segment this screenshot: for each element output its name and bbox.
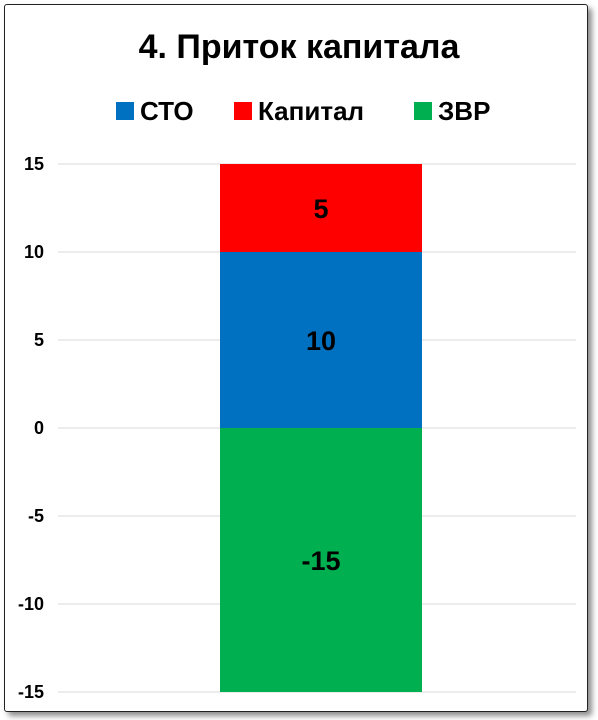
- y-tick-label: -15: [18, 682, 44, 702]
- legend-swatch: [116, 102, 134, 120]
- y-tick-label: 10: [24, 242, 44, 262]
- legend: СТО Капитал ЗВР: [116, 96, 490, 126]
- data-label: 10: [306, 326, 336, 356]
- y-tick-label: 15: [24, 154, 44, 174]
- bar-segment: [220, 252, 422, 428]
- data-labels: -15 10 5: [301, 194, 340, 576]
- legend-label: Капитал: [258, 96, 364, 126]
- legend-label: СТО: [140, 96, 194, 126]
- chart-title: 4. Приток капитала: [139, 28, 461, 66]
- legend-label: ЗВР: [438, 96, 490, 126]
- y-tick-label: 0: [34, 418, 44, 438]
- data-label: -15: [301, 546, 340, 576]
- data-label: 5: [313, 194, 328, 224]
- bar-segment: [220, 428, 422, 692]
- y-tick-label: -5: [28, 506, 44, 526]
- bar-stack: [220, 164, 422, 692]
- legend-swatch: [234, 102, 252, 120]
- legend-swatch: [414, 102, 432, 120]
- y-axis-ticks: 15 10 5 0 -5 -10 -15: [18, 154, 44, 702]
- bar-segment: [220, 164, 422, 252]
- y-tick-label: -10: [18, 594, 44, 614]
- y-tick-label: 5: [34, 330, 44, 350]
